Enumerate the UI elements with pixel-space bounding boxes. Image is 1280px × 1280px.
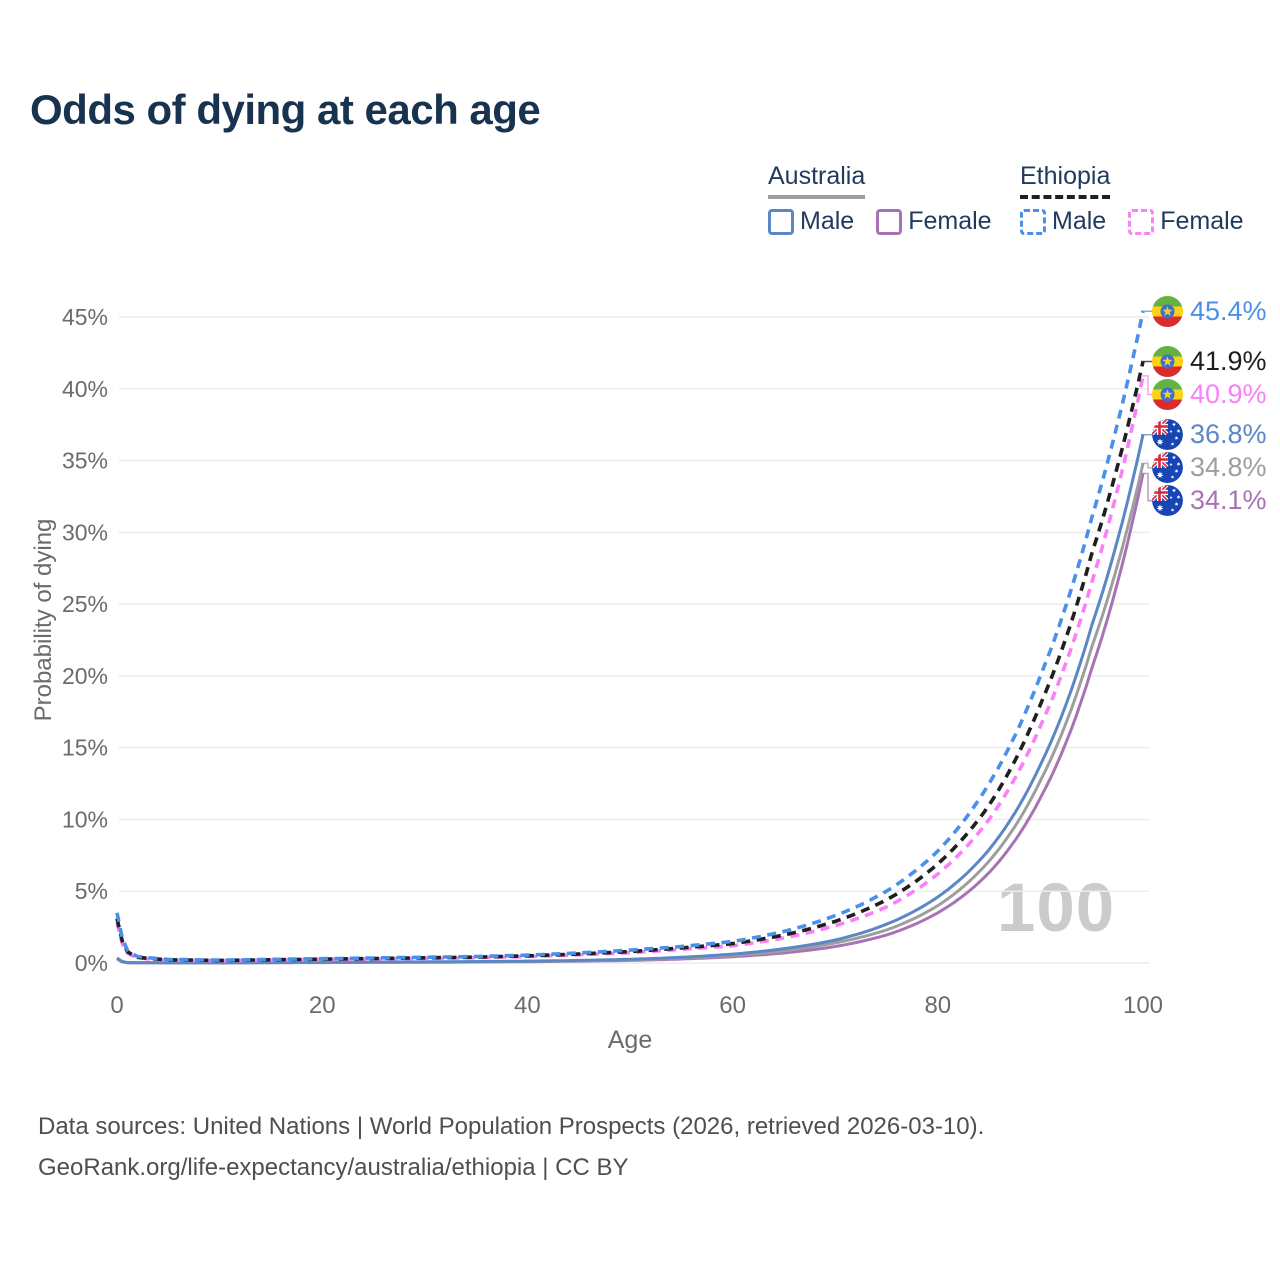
end-label-australia-male: 36.8% bbox=[1152, 418, 1267, 451]
legend-label-ethiopia-female[interactable]: Female bbox=[1160, 207, 1244, 235]
page-title: Odds of dying at each age bbox=[30, 86, 541, 133]
end-label-australia-female: 34.1% bbox=[1152, 484, 1267, 517]
checkbox-ethiopia-female[interactable] bbox=[1128, 208, 1155, 235]
y-tick-label: 45% bbox=[62, 304, 108, 330]
leader-line-ethiopia-female bbox=[1141, 375, 1154, 396]
series-line-ethiopia-both[interactable] bbox=[115, 361, 1145, 963]
end-label-ethiopia-male: 45.4% bbox=[1152, 295, 1267, 328]
x-tick-label: 60 bbox=[719, 992, 746, 1019]
footer: Data sources: United Nations | World Pop… bbox=[38, 1106, 984, 1188]
y-tick-label: 5% bbox=[75, 878, 108, 904]
x-tick-label: 40 bbox=[514, 992, 541, 1019]
y-tick-label: 40% bbox=[62, 376, 108, 402]
end-label-value: 34.8% bbox=[1190, 452, 1267, 483]
end-label-value: 41.9% bbox=[1190, 346, 1267, 376]
footer-attribution: GeoRank.org/life-expectancy/australia/et… bbox=[38, 1154, 629, 1181]
ethiopia-flag-icon bbox=[1152, 346, 1183, 377]
australia-flag-icon bbox=[1152, 419, 1183, 451]
x-tick-label: 0 bbox=[110, 992, 123, 1019]
x-axis-title: Age bbox=[607, 1026, 653, 1054]
footer-sources: Data sources: United Nations | World Pop… bbox=[38, 1113, 985, 1140]
legend-label-australia-male[interactable]: Male bbox=[800, 207, 855, 235]
y-tick-label: 35% bbox=[62, 448, 108, 474]
y-tick-label: 20% bbox=[62, 663, 108, 689]
y-tick-label: 30% bbox=[62, 519, 108, 545]
checkbox-australia-male[interactable] bbox=[768, 208, 794, 235]
series-line-australia-female[interactable] bbox=[116, 473, 1145, 965]
end-label-value: 36.8% bbox=[1190, 419, 1267, 450]
ethiopia-flag-icon bbox=[1152, 379, 1183, 410]
legend-country-australia: Australia bbox=[768, 162, 866, 199]
australia-flag-icon bbox=[1152, 485, 1183, 517]
ethiopia-flag-icon bbox=[1152, 295, 1183, 327]
series-line-ethiopia-male[interactable] bbox=[115, 310, 1145, 962]
leader-line-australia-both bbox=[1141, 462, 1154, 469]
y-tick-label: 15% bbox=[62, 735, 108, 761]
end-label-value: 40.9% bbox=[1190, 379, 1267, 409]
end-label-value: 34.1% bbox=[1190, 485, 1267, 516]
checkbox-ethiopia-male[interactable] bbox=[1020, 208, 1046, 235]
australia-flag-icon bbox=[1152, 452, 1183, 484]
legend-label-australia-female[interactable]: Female bbox=[908, 207, 992, 235]
legend-label-ethiopia-male[interactable]: Male bbox=[1052, 207, 1107, 235]
y-tick-label: 0% bbox=[75, 950, 108, 976]
end-label-value: 45.4% bbox=[1190, 295, 1267, 326]
end-label-ethiopia-both: 41.9% bbox=[1152, 345, 1267, 378]
x-tick-label: 80 bbox=[924, 992, 951, 1019]
series-line-australia-both[interactable] bbox=[116, 463, 1145, 965]
x-tick-label: 20 bbox=[309, 992, 336, 1019]
end-label-australia-both: 34.8% bbox=[1152, 451, 1267, 484]
age-watermark: 100 bbox=[997, 869, 1116, 946]
legend-country-ethiopia: Ethiopia bbox=[1020, 162, 1111, 199]
checkbox-australia-female[interactable] bbox=[876, 208, 903, 235]
leader-line-australia-female bbox=[1141, 472, 1154, 502]
end-label-ethiopia-female: 40.9% bbox=[1152, 378, 1267, 411]
legend-group-ethiopia: Ethiopia Male Female bbox=[1020, 162, 1244, 236]
series-line-australia-male[interactable] bbox=[116, 434, 1145, 965]
x-tick-label: 100 bbox=[1123, 992, 1163, 1019]
y-tick-label: 10% bbox=[62, 806, 108, 832]
legend-group-australia: Australia Male Female bbox=[768, 162, 992, 236]
y-tick-label: 25% bbox=[62, 591, 108, 617]
